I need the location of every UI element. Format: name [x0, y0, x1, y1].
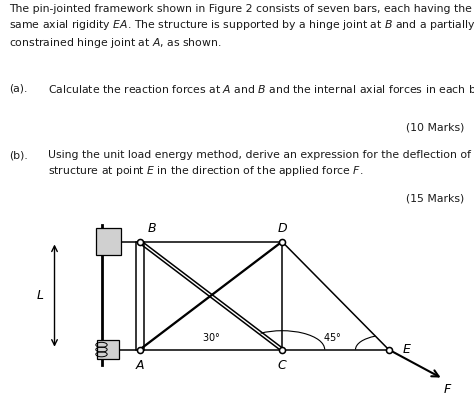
Text: Using the unit load energy method, derive an expression for the deflection of th: Using the unit load energy method, deriv… — [48, 150, 474, 178]
Text: $\it{B}$: $\it{B}$ — [147, 222, 156, 235]
Bar — [96, 228, 121, 255]
Text: $\it{D}$: $\it{D}$ — [276, 222, 288, 235]
Text: $\it{A}$: $\it{A}$ — [135, 359, 145, 372]
Bar — [97, 340, 118, 359]
Text: $\it{L}$: $\it{L}$ — [36, 289, 45, 302]
Text: (a).: (a). — [9, 83, 28, 93]
Text: (15 Marks): (15 Marks) — [406, 193, 465, 204]
Text: $\it{E}$: $\it{E}$ — [402, 343, 411, 356]
Text: $45°$: $45°$ — [323, 331, 341, 343]
Text: (b).: (b). — [9, 150, 28, 160]
Text: $30°$: $30°$ — [202, 331, 220, 343]
Text: $\it{C}$: $\it{C}$ — [277, 359, 287, 372]
Text: Calculate the reaction forces at $A$ and $B$ and the internal axial forces in ea: Calculate the reaction forces at $A$ and… — [48, 83, 474, 95]
Text: (10 Marks): (10 Marks) — [406, 123, 465, 133]
Text: $\it{F}$: $\it{F}$ — [443, 383, 453, 396]
Text: The pin-jointed framework shown in Figure 2 consists of seven bars, each having : The pin-jointed framework shown in Figur… — [9, 4, 474, 50]
